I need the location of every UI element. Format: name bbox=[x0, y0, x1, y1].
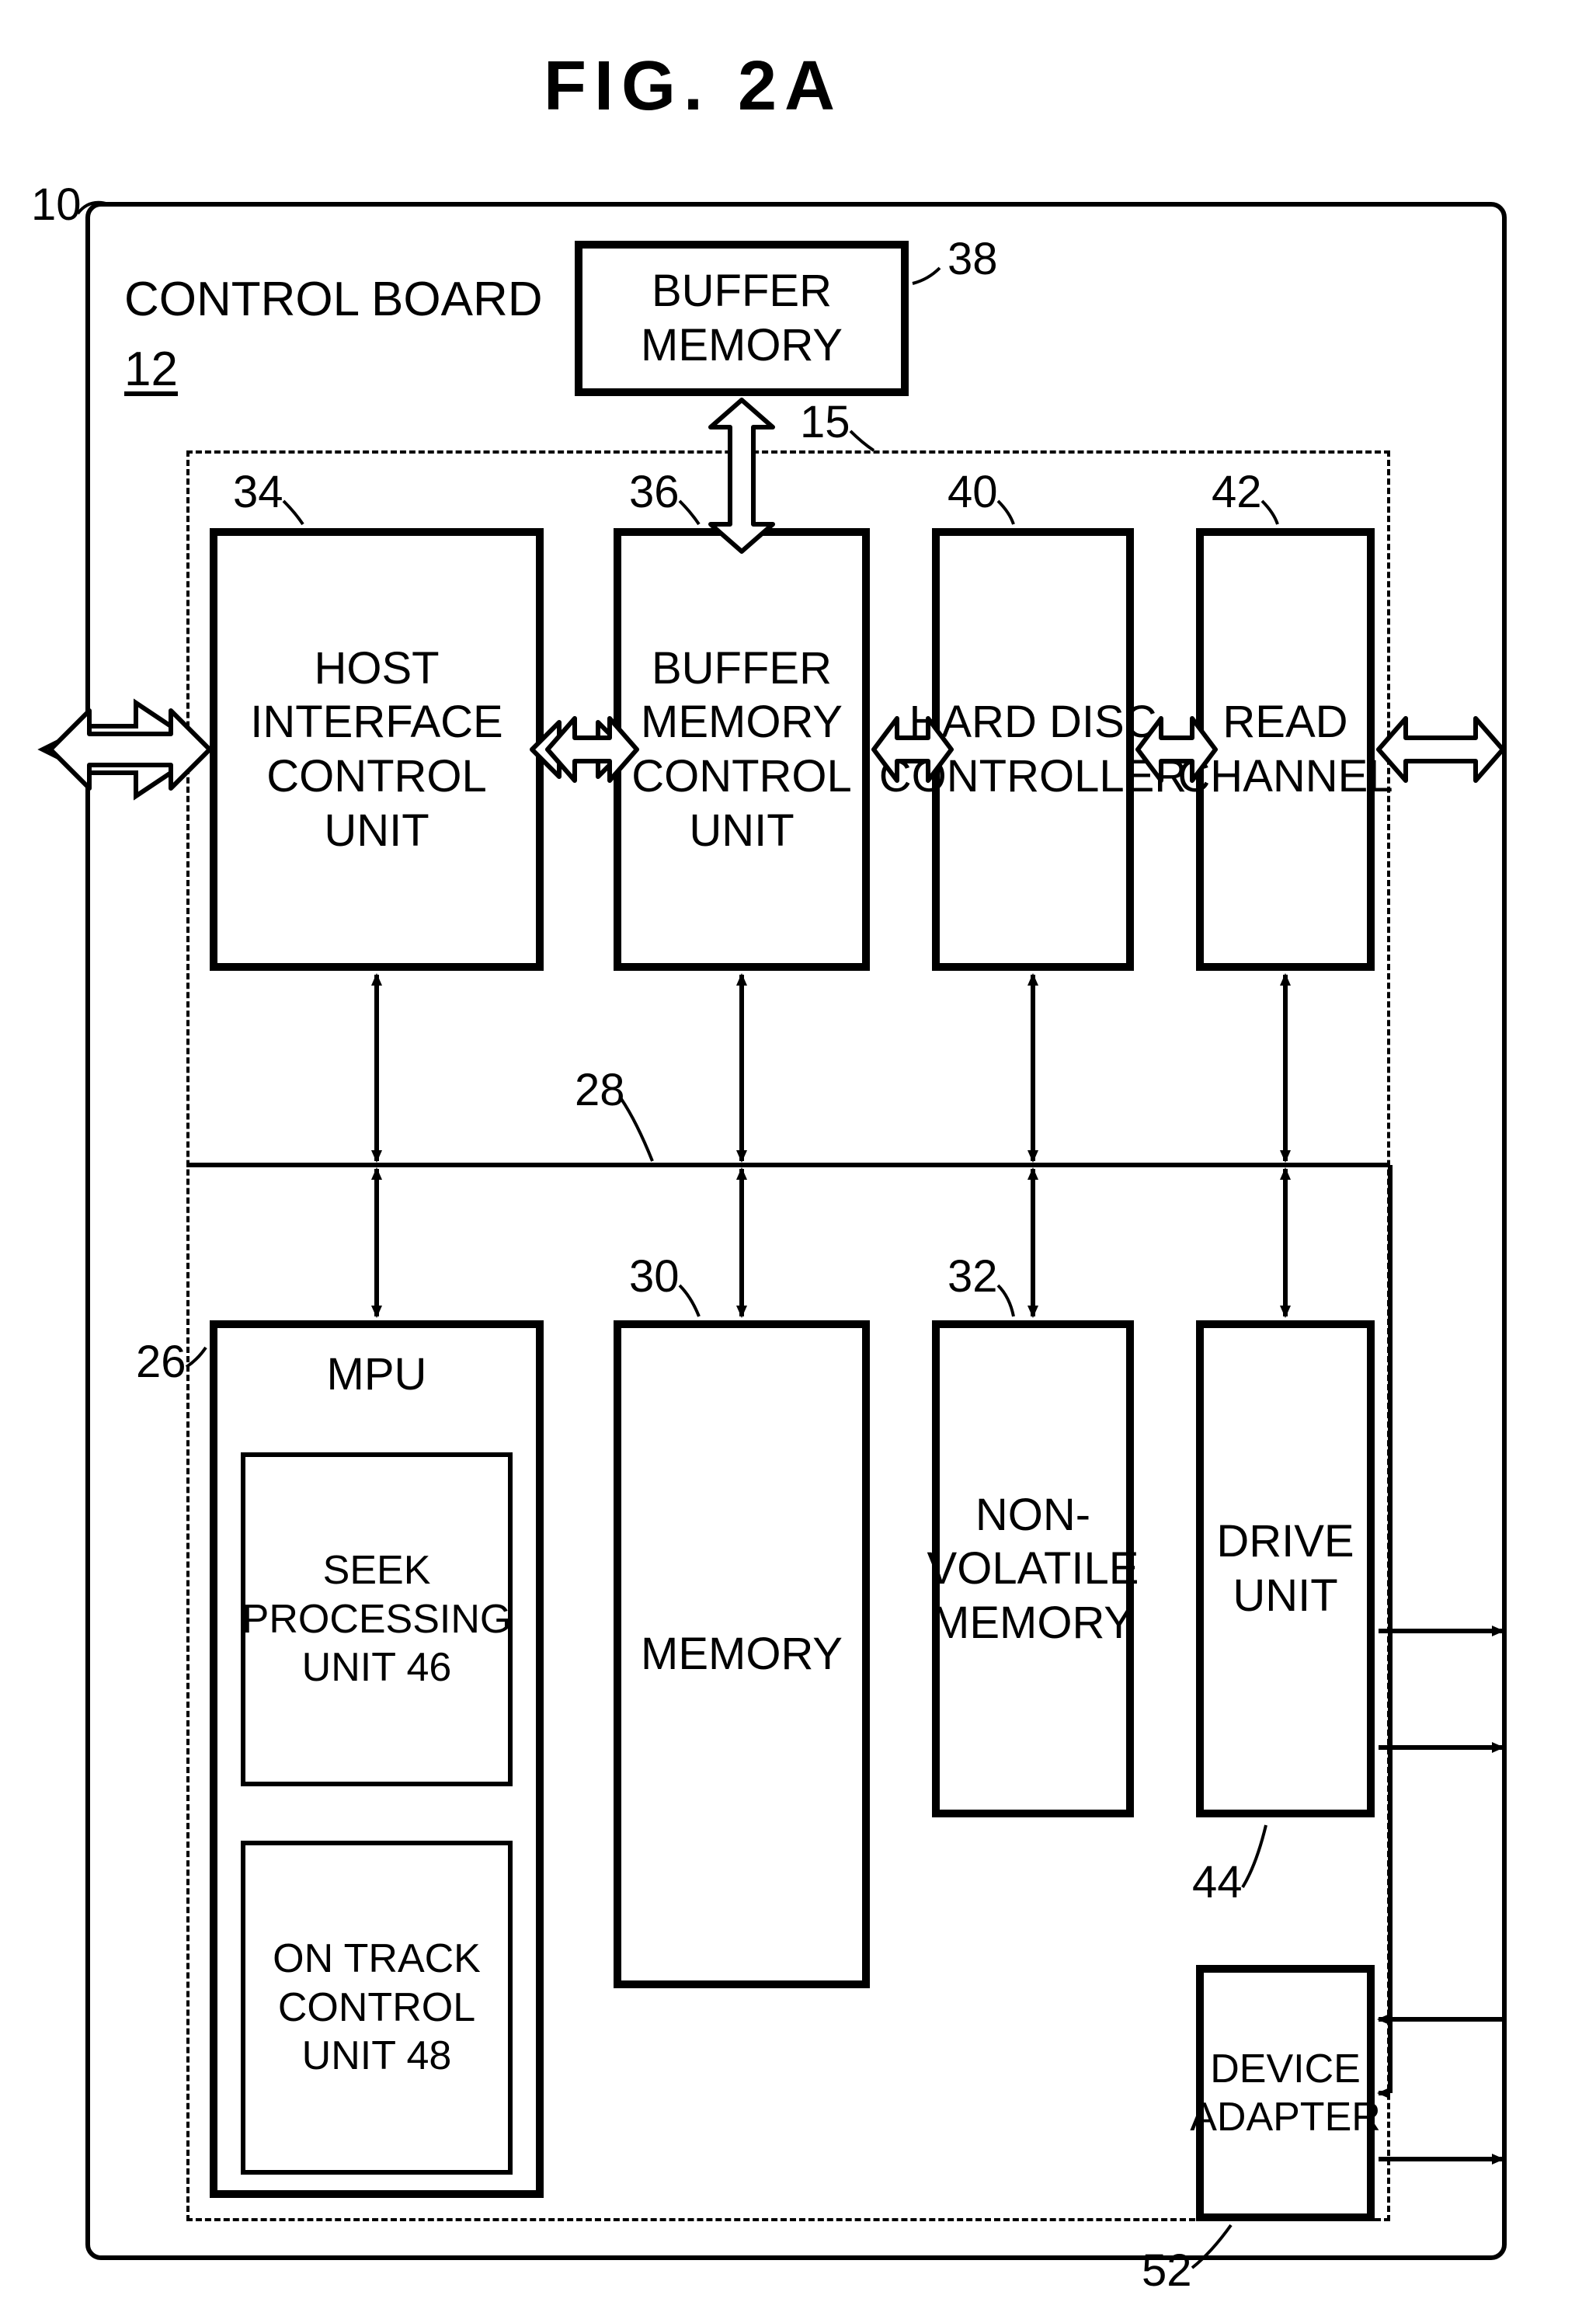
ref-32: 32 bbox=[948, 1250, 998, 1302]
ref-10: 10 bbox=[31, 179, 82, 231]
figure-title: FIG. 2A bbox=[544, 47, 843, 127]
nonvolatile-memory-block: NON-VOLATILEMEMORY bbox=[932, 1320, 1134, 1817]
ref-15: 15 bbox=[800, 396, 850, 448]
control-board-ref: 12 bbox=[124, 342, 178, 397]
ref-26: 26 bbox=[136, 1336, 186, 1388]
host-interface-block: HOSTINTERFACECONTROLUNIT bbox=[210, 528, 544, 971]
device-adapter-block: DEVICEADAPTER bbox=[1196, 1965, 1375, 2221]
ref-40: 40 bbox=[948, 466, 998, 518]
hard-disc-controller-block: HARD DISCCONTROLLER bbox=[932, 528, 1134, 971]
ref-30: 30 bbox=[629, 1250, 680, 1302]
control-board-label: CONTROL BOARD bbox=[124, 272, 543, 327]
ref-38: 38 bbox=[948, 233, 998, 285]
ref-44: 44 bbox=[1192, 1856, 1243, 1908]
ref-42: 42 bbox=[1212, 466, 1262, 518]
ref-46: 46 bbox=[407, 1645, 452, 1690]
ref-48: 48 bbox=[406, 2033, 451, 2078]
ref-34: 34 bbox=[233, 466, 283, 518]
seek-processing-block: SEEKPROCESSINGUNIT 46 bbox=[241, 1452, 513, 1786]
mpu-label: MPU bbox=[327, 1347, 427, 1402]
diagram-canvas: FIG. 2A CONTROL BOARD 12 10 BUFFERMEMORY… bbox=[0, 0, 1596, 2309]
ref-28: 28 bbox=[575, 1064, 625, 1116]
buffer-memory-block: BUFFERMEMORY bbox=[575, 241, 909, 396]
memory-block: MEMORY bbox=[614, 1320, 870, 1988]
ref-36: 36 bbox=[629, 466, 680, 518]
drive-unit-block: DRIVEUNIT bbox=[1196, 1320, 1375, 1817]
ref-52: 52 bbox=[1142, 2245, 1192, 2297]
buffer-memory-control-block: BUFFERMEMORYCONTROLUNIT bbox=[614, 528, 870, 971]
ontrack-control-block: ON TRACKCONTROLUNIT 48 bbox=[241, 1841, 513, 2175]
read-channel-block: READCHANNEL bbox=[1196, 528, 1375, 971]
